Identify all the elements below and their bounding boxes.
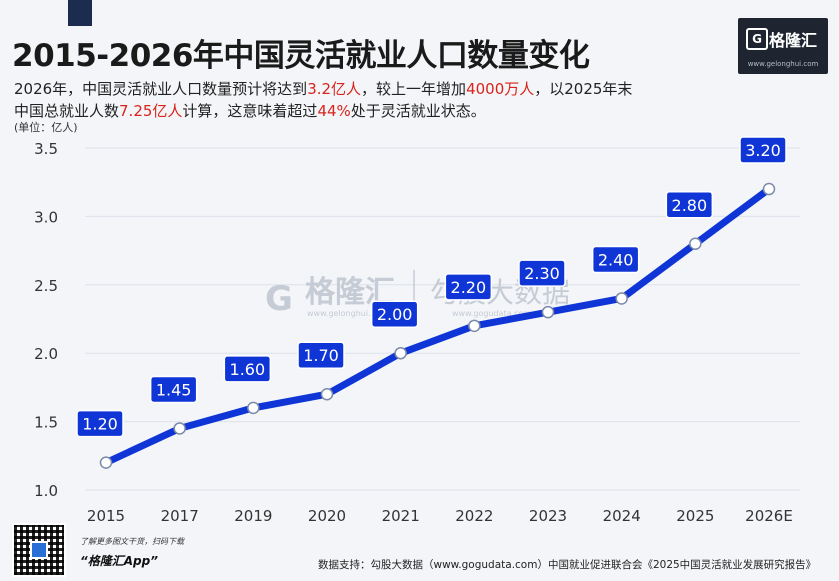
data-point (541, 305, 555, 319)
data-labels: 1.20 1.45 1.60 1.70 2.00 2.20 2.30 2.40 2.80 3.20 (76, 136, 787, 438)
watermark-logo-icon: G (265, 279, 293, 319)
data-label: 2.20 (451, 278, 487, 297)
data-point (762, 182, 776, 196)
series-line (102, 185, 773, 467)
x-tick-label: 2023 (529, 507, 567, 525)
data-label: 2.40 (598, 250, 634, 269)
data-label-box (76, 409, 124, 438)
data-label-box (444, 273, 493, 301)
data-label-box (297, 341, 345, 369)
data-label-box (591, 245, 640, 274)
x-tick-label: 2022 (455, 507, 493, 525)
subtitle-text: 计算，这意味着超过 (182, 102, 318, 120)
y-tick-label: 1.5 (34, 414, 58, 432)
data-label: 1.70 (303, 346, 339, 365)
scan-hint: 了解更多图文干货，扫码下载 (80, 537, 184, 546)
data-point (173, 422, 186, 435)
x-tick-label: 2019 (234, 507, 272, 525)
subtitle-text: ，较上一年增加 (361, 80, 467, 98)
y-tick-label: 1.0 (34, 482, 58, 500)
x-tick-label: 2026E (745, 507, 793, 525)
data-label-box (370, 300, 419, 328)
series-line-path (102, 185, 773, 467)
logo-name: 格隆汇 (769, 31, 818, 50)
data-label-box (665, 191, 714, 219)
subtitle-text: 中国总就业人数 (14, 102, 120, 120)
y-tick-label: 3.0 (34, 208, 58, 226)
x-axis-ticks: 2015 2017 2019 2020 2021 2022 2023 2024 2025 2026… (87, 507, 793, 525)
y-tick-label: 3.5 (34, 140, 58, 158)
subtitle-text: 2026年，中国灵活就业人口数量预计将达到 (14, 80, 308, 98)
subtitle-highlight: 4000万人 (466, 80, 535, 98)
x-tick-label: 2015 (87, 507, 125, 525)
data-label: 1.45 (156, 380, 192, 399)
data-point (689, 237, 702, 251)
data-label-box (223, 355, 272, 383)
top-accent-bar (68, 0, 92, 26)
watermark-partner-url: www.gogudata.com (452, 309, 531, 318)
data-label: 1.20 (82, 415, 118, 434)
subtitle-text: ，以2025年末 (534, 80, 633, 98)
gelonghui-logo: G 格隆汇 www.gelonghui.com (738, 18, 828, 74)
y-tick-label: 2.0 (34, 345, 58, 363)
watermark-url: www.gelonghui.com (307, 309, 388, 318)
data-label: 3.20 (745, 141, 781, 160)
subtitle-text: 处于灵活就业状态。 (350, 102, 486, 120)
logo-url: www.gelonghui.com (747, 60, 819, 68)
data-point (320, 387, 334, 401)
subtitle-highlight: 3.2亿人 (307, 80, 362, 98)
data-label: 1.60 (230, 360, 266, 379)
data-source: 数据支持：勾股大数据（www.gogudata.com）中国就业促进联合会《20… (318, 559, 817, 571)
data-point (99, 456, 113, 469)
chart-title: 2015-2026年中国灵活就业人口数量变化 (12, 38, 590, 74)
x-tick-label: 2021 (382, 507, 420, 525)
data-label: 2.80 (672, 196, 708, 215)
subtitle-highlight: 7.25亿人 (119, 102, 183, 120)
y-axis-ticks: 1.0 1.5 2.0 2.5 3.0 3.5 (34, 140, 58, 500)
x-tick-label: 2020 (308, 507, 346, 525)
chart-subtitle: 2026年，中国灵活就业人口数量预计将达到3.2亿人，较上一年增加4000万人，… (14, 78, 684, 122)
data-label-box (518, 259, 566, 287)
data-label: 2.00 (377, 305, 413, 324)
data-point (247, 401, 260, 415)
data-label-box (149, 375, 198, 404)
x-tick-label: 2024 (603, 507, 641, 525)
data-point (615, 292, 628, 305)
data-point (468, 319, 481, 333)
qr-logo-icon (30, 541, 48, 559)
x-tick-label: 2017 (161, 507, 199, 525)
data-label-box (739, 136, 787, 164)
data-points (99, 182, 776, 469)
data-point (394, 346, 407, 360)
unit-label: (单位：亿人) (14, 121, 78, 134)
logo-mark-icon: G (746, 28, 768, 50)
subtitle-highlight: 44% (317, 102, 351, 120)
y-tick-label: 2.5 (34, 277, 58, 295)
x-tick-label: 2025 (676, 507, 714, 525)
data-label: 2.30 (524, 264, 560, 283)
app-name: “格隆汇App” (80, 554, 158, 568)
